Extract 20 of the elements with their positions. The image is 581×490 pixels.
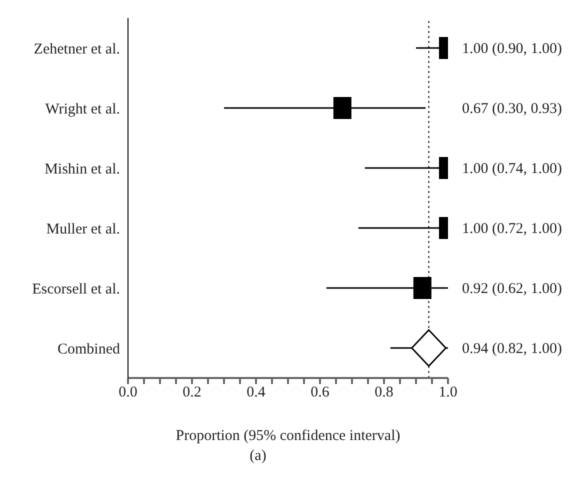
- data-label: 1.00 (0.90, 1.00): [462, 41, 562, 57]
- x-tick-label: 0.0: [118, 384, 138, 401]
- y-tick-label: Wright et al.: [45, 101, 120, 118]
- data-label: 0.94 (0.82, 1.00): [462, 341, 562, 357]
- text: (a): [248, 448, 268, 465]
- y-tick-label: Mishin et al.: [44, 161, 120, 178]
- y-tick-label: Escorsell et al.: [32, 281, 120, 298]
- x-axis-title: Proportion (95% confidence interval): [176, 428, 400, 444]
- x-tick-label: 0.2: [182, 384, 202, 401]
- data-label: 0.67 (0.30, 0.93): [462, 101, 562, 117]
- data-label: 1.00 (0.72, 1.00): [462, 221, 562, 237]
- y-tick-label: Muller et al.: [46, 221, 120, 238]
- data-label: 1.00 (0.74, 1.00): [462, 161, 562, 177]
- x-tick-label: 1.0: [438, 384, 458, 401]
- x-tick-label: 0.4: [246, 384, 266, 401]
- x-tick-label: 0.6: [310, 384, 330, 401]
- data-label: 0.92 (0.62, 1.00): [462, 281, 562, 297]
- y-tick-label: Combined: [58, 341, 120, 358]
- x-tick-label: 0.8: [374, 384, 394, 401]
- y-tick-label: Zehetner et al.: [34, 41, 120, 58]
